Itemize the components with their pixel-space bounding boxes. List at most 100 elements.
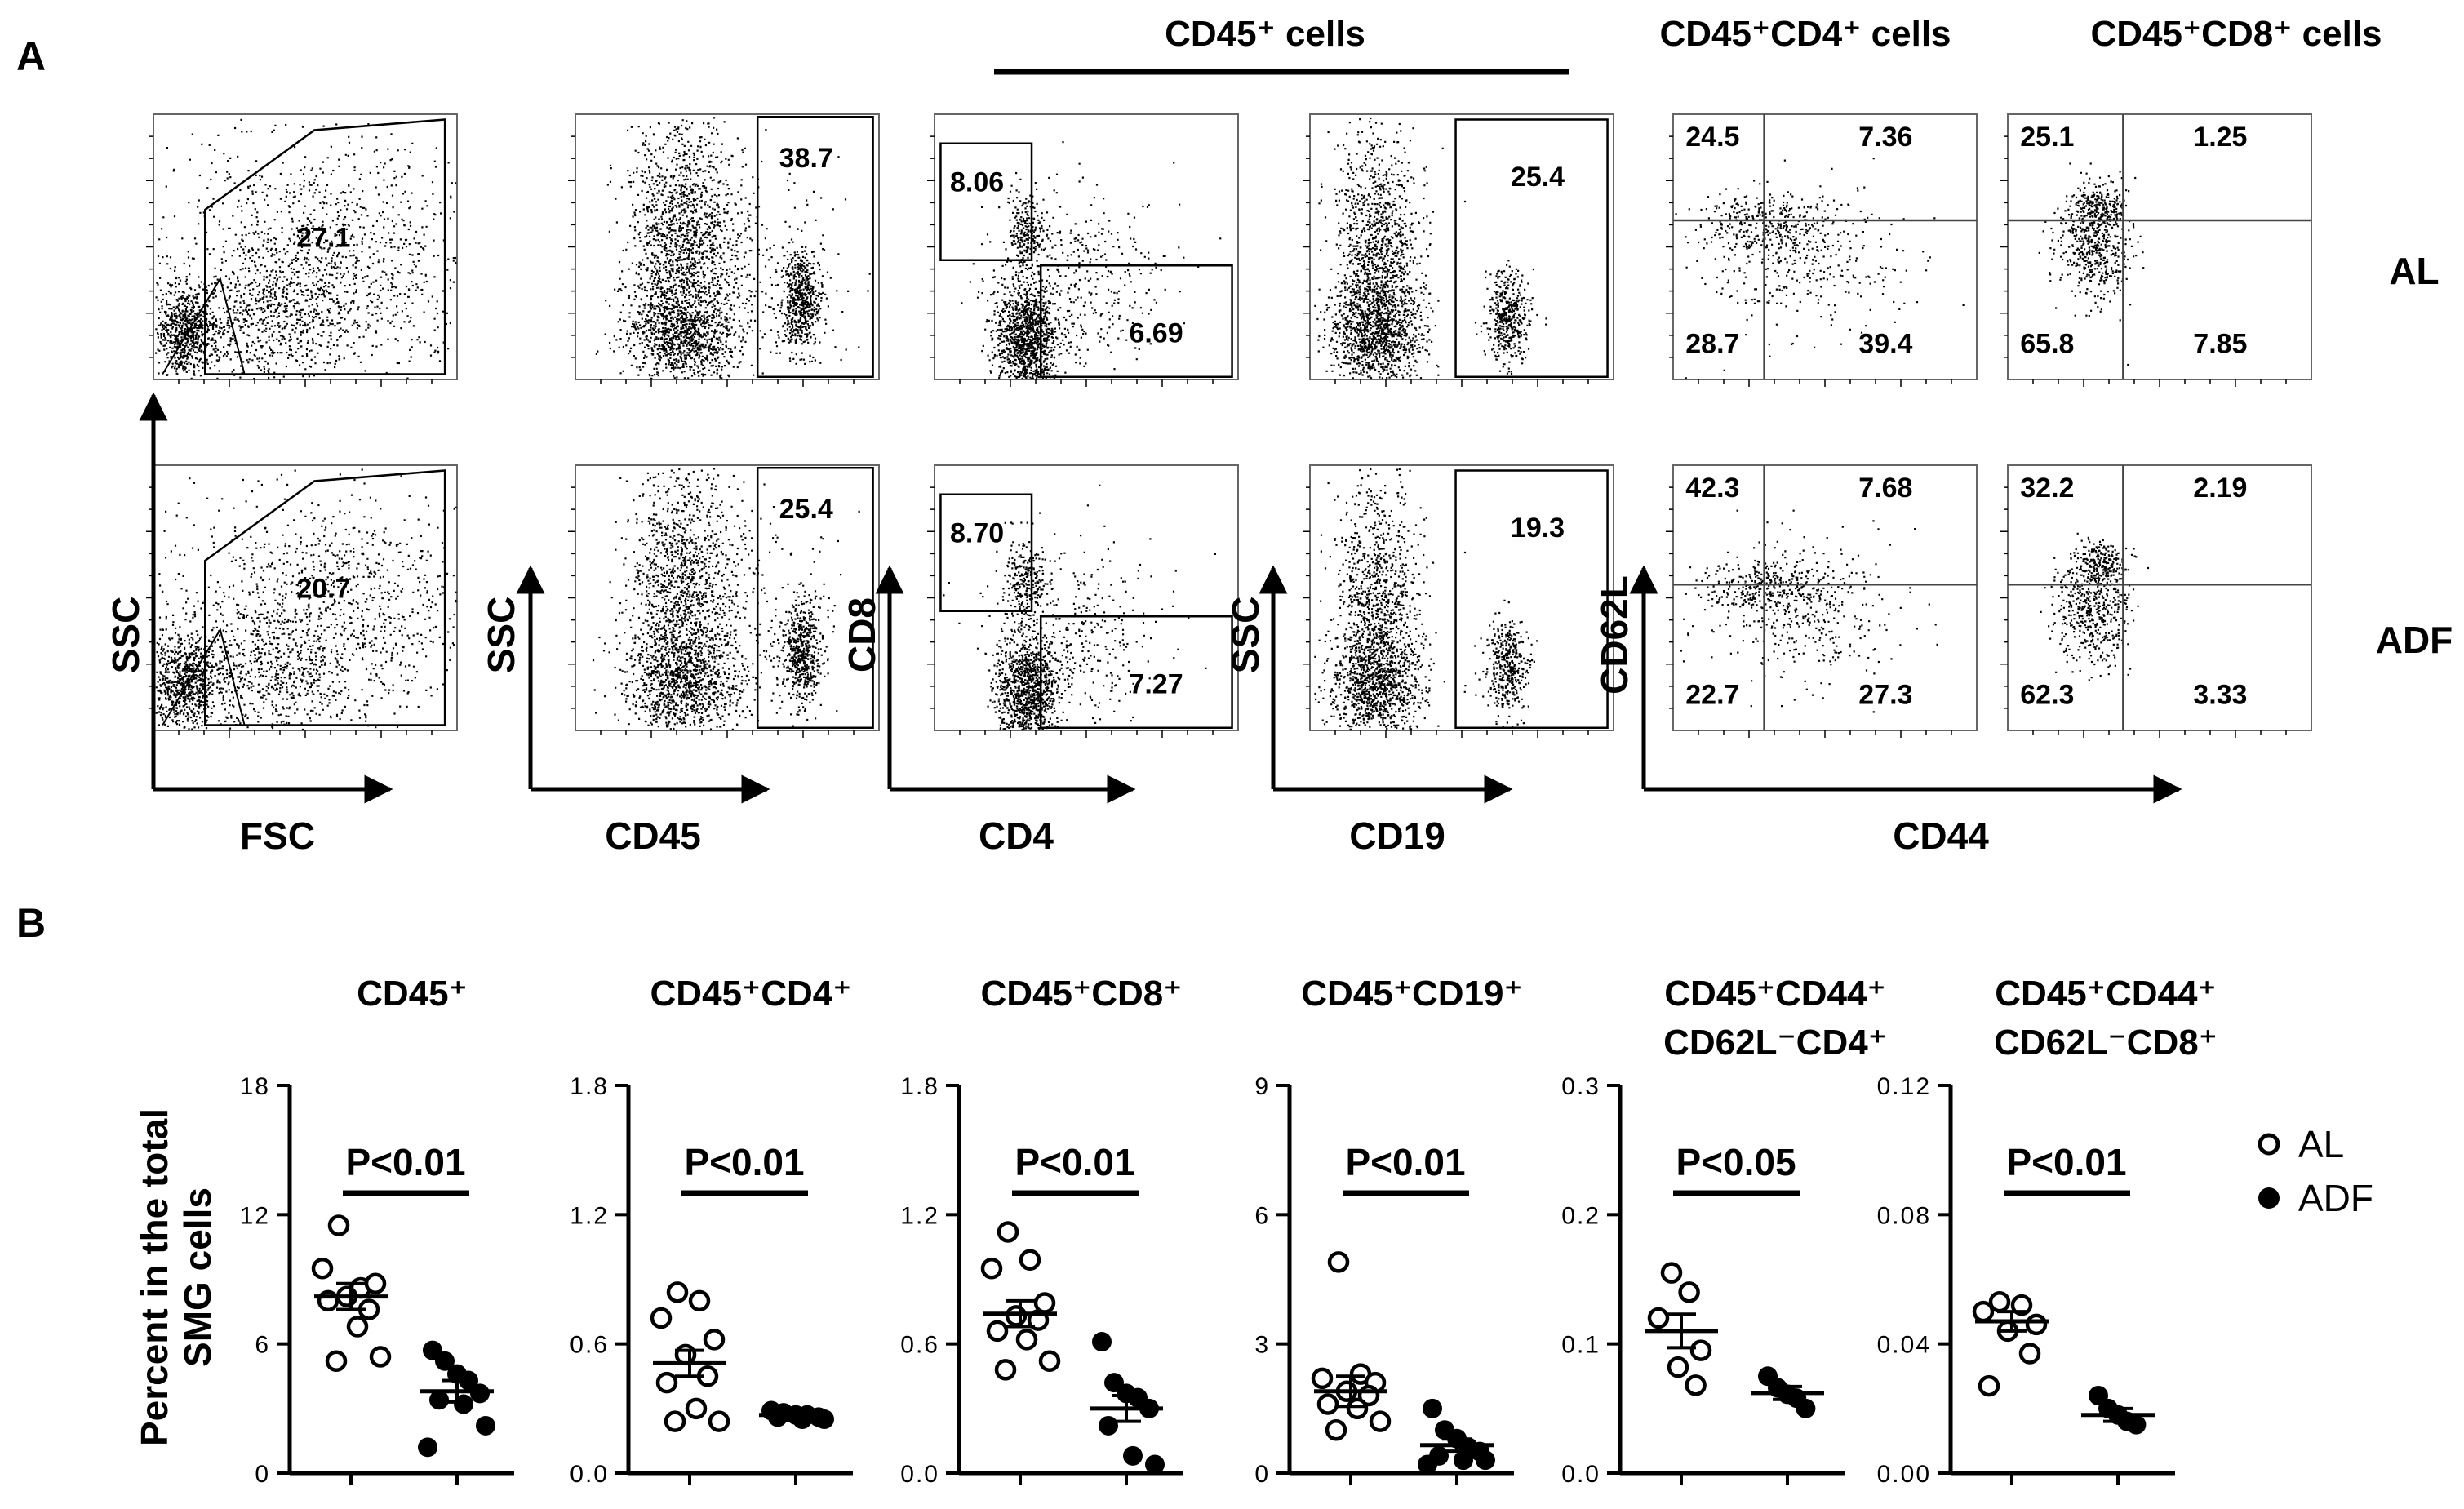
- al-data-point: [1647, 1307, 1670, 1329]
- dot-plots: CD45⁺ 0 6 12 18 P<0.01 CD45⁺CD4⁺ 0.0 0.6 1.2 1.8 P<…: [240, 974, 2218, 1488]
- cd19-gate: [1454, 118, 1609, 378]
- al-data-point: [655, 1371, 678, 1394]
- cd19-gate: [1454, 469, 1609, 729]
- event-dots: [1314, 600, 1467, 731]
- cd4-quadrant-upper-left: 42.3: [1685, 473, 1739, 504]
- gate-value-cd19: 25.4: [1511, 162, 1565, 193]
- axis-label-cd44: CD44: [1893, 814, 1989, 857]
- y-tick-label: 1.2: [570, 1202, 609, 1229]
- y-tick-label: 0.3: [1561, 1073, 1600, 1100]
- y-tick-label: 1.8: [570, 1073, 609, 1100]
- cd45-gate: [756, 116, 874, 378]
- adf-data-point: [418, 1437, 437, 1458]
- dot-plot-title: CD45⁺CD44⁺: [1995, 974, 2216, 1014]
- y-tick-label: 0.6: [900, 1332, 939, 1359]
- dot-plot-title-line2: CD62L⁻CD8⁺: [1994, 1023, 2218, 1063]
- cd8-quadrant-lower-left: 65.8: [2020, 329, 2074, 360]
- gate-value-cd45: 38.7: [779, 143, 833, 174]
- event-dots: [624, 136, 871, 375]
- cd8-quadrant-upper-right: 1.25: [2193, 122, 2247, 153]
- y-tick-label: 0.6: [570, 1332, 609, 1359]
- y-tick-label: 0: [1254, 1461, 1270, 1488]
- al-data-point: [685, 1397, 708, 1420]
- adf-data-point: [1454, 1450, 1473, 1471]
- al-data-point: [980, 1258, 1003, 1280]
- event-dots: [1474, 260, 1547, 375]
- axis-label-ssc-3: SSC: [1224, 597, 1267, 674]
- adf-data-point: [1123, 1445, 1143, 1466]
- al-data-point: [1369, 1410, 1392, 1432]
- axis-ticks: [2000, 486, 2287, 738]
- flow-plots: 27.1 38.7 8.06 6.69 25.4 24.5 7.36 28.7 39.4 25.1…: [146, 113, 2312, 738]
- event-dots: [976, 604, 1077, 731]
- al-data-point: [1325, 1418, 1347, 1441]
- axis-label-fsc: FSC: [240, 814, 315, 857]
- axis-label-cd19: CD19: [1349, 814, 1445, 857]
- y-tick-label: 0.2: [1561, 1202, 1600, 1229]
- row-label-adf: ADF: [2376, 619, 2453, 661]
- al-data-point: [1972, 1300, 1995, 1323]
- cd4-quadrant-lower-right: 39.4: [1858, 329, 1912, 360]
- cd8-quadrant-lower-left: 62.3: [2020, 680, 2074, 711]
- axis-ticks: [927, 486, 1214, 738]
- adf-data-point: [470, 1383, 490, 1404]
- y-tick-label: 12: [240, 1202, 270, 1229]
- y-tick-label: 1.2: [900, 1202, 939, 1229]
- dot-plot-title: CD45⁺CD4⁺: [650, 974, 852, 1014]
- al-data-point: [703, 1329, 726, 1351]
- al-data-point: [311, 1258, 334, 1280]
- y-tick-label: 1.8: [900, 1073, 939, 1100]
- axis-ticks: [1666, 486, 1952, 738]
- legend-marker-al: [2258, 1133, 2280, 1156]
- y-tick-label: 0.12: [1877, 1073, 1931, 1100]
- adf-data-point: [1796, 1398, 1816, 1418]
- al-data-point: [369, 1346, 392, 1368]
- gating-axis-names: SSC FSC SSC CD45 CD8 CD4 SSC CD19 CD62L …: [104, 575, 1989, 857]
- adf-data-point: [476, 1415, 495, 1436]
- adf-data-point: [1476, 1450, 1495, 1471]
- axis-ticks: [1666, 135, 1952, 387]
- flow-plot-cd4-cd8-adf: 8.70 7.27: [927, 464, 1239, 738]
- al-data-point: [994, 1359, 1017, 1381]
- event-dots: [2070, 539, 2136, 584]
- axis-ticks: [927, 135, 1214, 387]
- flow-plot-cd19-ssc-al: 25.4: [1303, 113, 1614, 387]
- al-data-point: [346, 1316, 369, 1338]
- event-dots: [1474, 599, 1538, 728]
- dot-plot-6: CD45⁺CD44⁺ CD62L⁻CD8⁺ 0.00 0.04 0.08 0.12 P<0.…: [1877, 974, 2218, 1488]
- axis-ticks: [146, 135, 433, 387]
- adf-data-point: [1092, 1332, 1112, 1352]
- axis-label-cd8: CD8: [841, 597, 883, 672]
- adf-data-point: [1145, 1454, 1165, 1475]
- y-tick-label: 0.1: [1561, 1332, 1600, 1359]
- y-tick-label: 0.0: [900, 1461, 939, 1488]
- dot-plot-2: CD45⁺CD4⁺ 0.0 0.6 1.2 1.8 P<0.01: [570, 974, 853, 1488]
- adf-data-point: [435, 1351, 455, 1371]
- al-data-point: [1038, 1350, 1061, 1373]
- al-data-point: [1327, 1251, 1350, 1273]
- y-tick-label: 0.08: [1877, 1202, 1931, 1229]
- gate-value-cd45: 25.4: [779, 494, 833, 525]
- legend-marker-adf: [2258, 1187, 2280, 1209]
- flow-plot-cd4-cd8-al: 8.06 6.69: [927, 113, 1239, 387]
- adf-data-point: [1099, 1415, 1118, 1436]
- panel-label-b: B: [16, 900, 46, 946]
- al-data-point: [1346, 1397, 1369, 1420]
- flow-plot-fsc-ssc-al: 27.1: [146, 113, 458, 387]
- panel-label-a: A: [16, 33, 46, 79]
- event-dots: [1687, 546, 1874, 637]
- flow-plot-cd19-ssc-adf: 19.3: [1303, 464, 1614, 738]
- p-value-label: P<0.01: [345, 1141, 465, 1183]
- al-data-point: [650, 1307, 673, 1329]
- event-dots: [595, 249, 786, 380]
- flow-plot-cd45-ssc-al: 38.7: [568, 113, 880, 387]
- event-dots: [769, 228, 835, 365]
- flow-plot-cd4-quad-adf: 42.3 7.68 22.7 27.3: [1666, 464, 1978, 738]
- y-tick-label: 3: [1254, 1332, 1270, 1359]
- dot-plot-title: CD45⁺CD44⁺: [1664, 974, 1885, 1014]
- gating-axis-arrows: [139, 392, 2182, 804]
- event-dots: [605, 117, 796, 379]
- axis-ticks: [1303, 486, 1589, 738]
- flow-plot-cd8-quad-adf: 32.2 2.19 62.3 3.33: [2000, 464, 2312, 738]
